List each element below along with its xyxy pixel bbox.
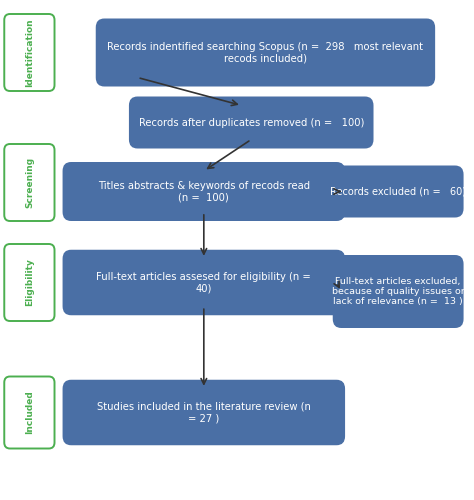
FancyBboxPatch shape	[129, 96, 374, 148]
FancyBboxPatch shape	[96, 18, 435, 86]
Text: Records excluded (n =   60): Records excluded (n = 60)	[330, 186, 466, 196]
Text: Titles abstracts & keywords of recods read
(n =  100): Titles abstracts & keywords of recods re…	[98, 180, 310, 203]
Text: Records indentified searching Scopus (n =  298   most relevant
recods included): Records indentified searching Scopus (n …	[108, 42, 423, 64]
FancyBboxPatch shape	[4, 144, 55, 221]
Text: Eligibility: Eligibility	[25, 258, 34, 306]
FancyBboxPatch shape	[63, 250, 345, 316]
FancyBboxPatch shape	[63, 162, 345, 221]
FancyBboxPatch shape	[4, 14, 55, 91]
Text: Screening: Screening	[25, 157, 34, 208]
Text: Studies included in the literature review (n
= 27 ): Studies included in the literature revie…	[97, 402, 311, 423]
Text: Identification: Identification	[25, 18, 34, 87]
FancyBboxPatch shape	[333, 255, 464, 328]
Text: Included: Included	[25, 390, 34, 434]
Text: Full-text articles assesed for eligibility (n =
40): Full-text articles assesed for eligibili…	[96, 272, 311, 293]
Text: Records after duplicates removed (n =   100): Records after duplicates removed (n = 10…	[138, 118, 364, 128]
FancyBboxPatch shape	[63, 380, 345, 445]
FancyBboxPatch shape	[4, 376, 55, 448]
Text: Full-text articles excluded,
because of quality issues or
lack of relevance (n =: Full-text articles excluded, because of …	[332, 276, 465, 306]
FancyBboxPatch shape	[333, 166, 464, 218]
FancyBboxPatch shape	[4, 244, 55, 321]
